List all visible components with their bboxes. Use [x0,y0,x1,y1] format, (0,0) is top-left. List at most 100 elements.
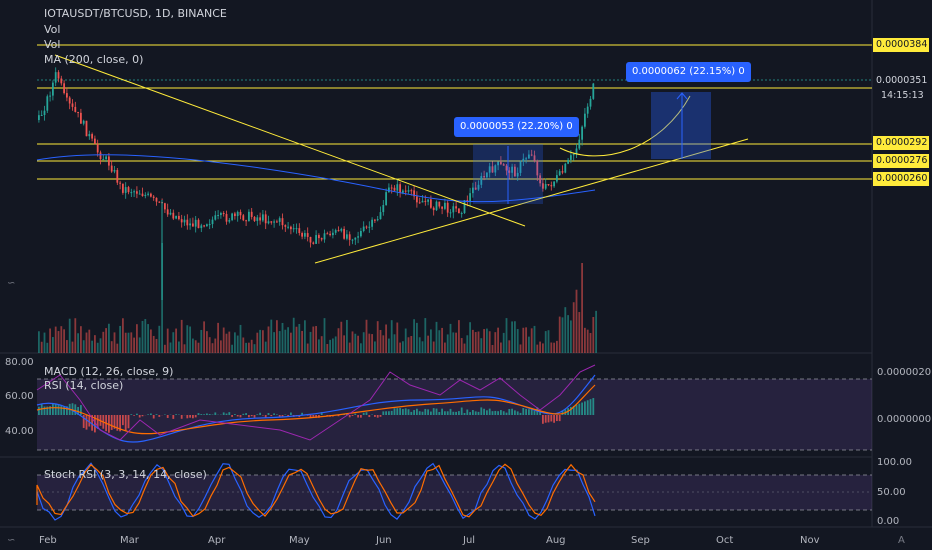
volume-bar [85,332,88,353]
volume-bar [351,331,354,353]
candle-body [430,199,432,208]
volume-legend: Vol [44,23,61,36]
measure-label-first[interactable]: 0.0000053 (22.20%) 0 [454,117,579,137]
volume-bar [49,328,51,353]
measure-label-second[interactable]: 0.0000062 (22.15%) 0 [626,62,751,82]
candle-body [130,192,133,194]
candle-body [584,113,586,127]
volume-bar [519,344,522,353]
macd-histogram-bar [578,403,581,415]
candle-body [586,106,589,114]
volume-bar [564,307,567,353]
candle-body [354,237,357,240]
volume-bar [430,329,432,353]
candle-body [362,226,365,231]
volume-bar [164,344,166,353]
candle-body [138,193,141,195]
candle-body [178,215,180,220]
volume-bar [287,327,289,353]
candle-body [91,134,93,139]
macd-histogram-bar [570,407,572,415]
volume-bar [379,329,382,353]
macd-histogram-bar [343,414,345,415]
macd-histogram-bar [444,411,446,415]
scale-toggle-icon-bottom[interactable]: ∽ [7,535,16,546]
candle-body [399,184,401,193]
candle-body [544,184,547,189]
candle-body [284,225,287,227]
volume-bar [463,343,466,353]
candle-body [183,219,186,223]
macd-histogram-bar [438,411,441,415]
volume-bar [329,339,331,353]
volume-bar [525,327,527,353]
macd-histogram-bar [533,410,536,415]
macd-histogram-bar [514,410,516,415]
macd-histogram-bar [309,415,312,418]
candle-body [164,203,166,210]
macd-histogram-bar [385,411,387,415]
volume-bar [284,329,287,353]
volume-bar [222,327,225,353]
candle-body [337,230,340,232]
volume-bar [407,337,410,353]
volume-bar [108,323,110,353]
candle-body [553,181,555,187]
macd-histogram-bar [88,415,91,427]
candle-body [407,190,410,192]
volume-bar [141,320,144,353]
candle-body [43,110,46,116]
candle-body [54,72,57,83]
volume-bar [234,332,236,353]
macd-histogram-bar [180,415,183,419]
volume-bar [362,332,365,353]
candle-body [474,187,477,190]
candle-body [273,221,275,223]
macd-histogram-bar [547,415,550,423]
stoch-tick-0: 0.00 [877,516,900,527]
volume-bar [360,343,362,353]
macd-histogram-bar [250,415,253,417]
volume-bar [474,332,477,353]
auto-scale-icon[interactable]: A [898,535,905,546]
volume-bar [82,340,85,353]
candle-body [166,209,169,215]
macd-histogram-bar [264,415,267,418]
stoch-legend: Stoch RSI (3, 3, 14, 14, close) [44,468,207,481]
candle-body [592,83,595,99]
volume-bar [236,335,239,353]
rsi-band [37,379,872,450]
macd-histogram-bar [38,406,40,415]
volume-bar [38,331,40,353]
macd-histogram-bar [96,415,99,429]
time-label-mar: Mar [120,535,139,546]
macd-histogram-bar [245,413,247,415]
macd-histogram-bar [486,410,488,415]
macd-histogram-bar [455,411,457,415]
volume-bar [446,334,449,353]
volume-bar [424,318,427,353]
candle-body [108,156,110,166]
candle-body [312,242,315,244]
volume-bar [105,328,107,353]
volume-bar [472,329,474,353]
macd-histogram-bar [494,410,497,415]
candle-body [287,226,289,228]
price-label-384: 0.0000384 [873,38,929,52]
candle-body [57,72,60,79]
candle-body [298,228,301,233]
candle-body [500,161,502,165]
volume-bar [192,338,194,353]
macd-histogram-bar [589,399,592,415]
macd-histogram-bar [530,408,533,415]
volume-bar [147,324,149,353]
candle-body [192,223,194,227]
candle-body [239,211,242,216]
macd-histogram-bar [152,415,155,419]
candle-body [96,143,99,153]
macd-histogram-bar [483,408,485,415]
volume-bar [273,332,275,353]
scale-toggle-icon[interactable]: ∽ [7,278,16,289]
volume-bar [248,342,250,353]
